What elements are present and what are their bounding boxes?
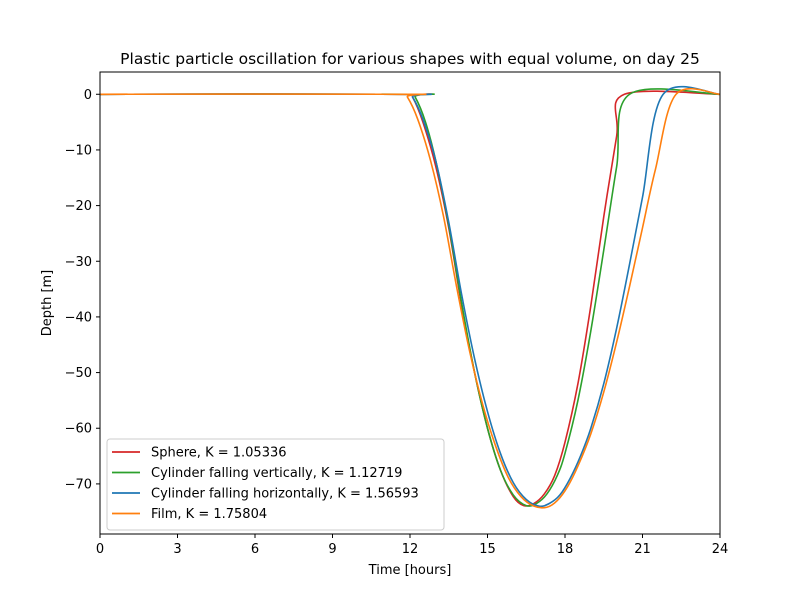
y-axis-label: Depth [m] xyxy=(40,270,55,337)
y-tick-label: −20 xyxy=(65,199,92,214)
x-tick-label: 9 xyxy=(328,542,336,557)
y-tick-label: −70 xyxy=(65,477,92,492)
x-axis-ticks: 0 3 6 9 12 15 18 21 24 xyxy=(96,534,728,557)
series-line-3 xyxy=(99,85,721,508)
y-axis-ticks: 0 −10 −20 −30 −40 −50 −60 −70 xyxy=(65,88,100,492)
legend-label-2: Cylinder falling vertically, K = 1.12719 xyxy=(151,466,402,481)
y-tick-label: −50 xyxy=(65,366,92,381)
y-tick-label: −30 xyxy=(65,255,92,270)
y-tick-label: 0 xyxy=(84,88,92,103)
x-tick-label: 3 xyxy=(173,542,181,557)
x-tick-label: 6 xyxy=(251,542,259,557)
x-tick-label: 21 xyxy=(634,542,651,557)
series-line-4 xyxy=(99,87,721,509)
x-axis-label: Time [hours] xyxy=(368,563,452,578)
x-tick-label: 24 xyxy=(712,542,729,557)
x-tick-label: 12 xyxy=(402,542,419,557)
legend-label-3: Cylinder falling horizontally, K = 1.565… xyxy=(151,487,419,502)
chart-title: Plastic particle oscillation for various… xyxy=(120,50,700,68)
legend-box xyxy=(106,438,445,531)
x-tick-label: 15 xyxy=(479,542,496,557)
y-tick-label: −10 xyxy=(65,143,92,158)
y-tick-label: −60 xyxy=(65,422,92,437)
legend-label-4: Film, K = 1.75804 xyxy=(151,507,267,522)
series-line-2 xyxy=(99,88,721,507)
x-tick-label: 0 xyxy=(96,542,104,557)
legend: Sphere, K = 1.05336 Cylinder falling vert… xyxy=(106,438,445,531)
x-tick-label: 18 xyxy=(557,542,574,557)
plot-series xyxy=(99,85,721,509)
y-tick-label: −40 xyxy=(65,310,92,325)
legend-label-1: Sphere, K = 1.05336 xyxy=(151,446,287,461)
